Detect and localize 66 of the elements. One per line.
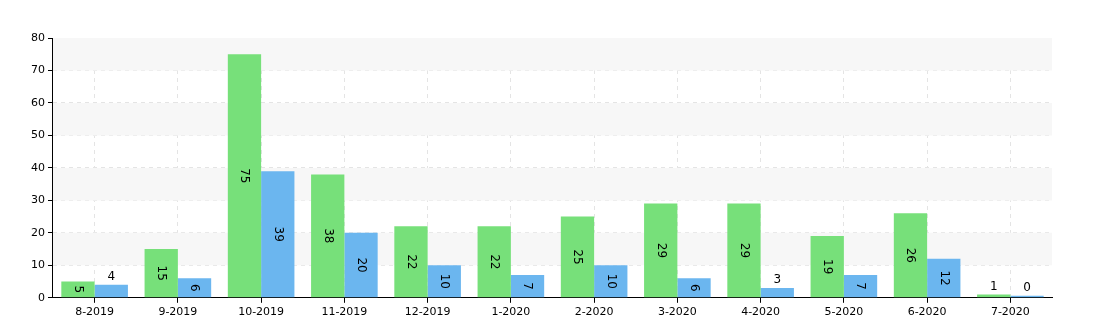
x-tick-label: 1-2020 [491, 305, 531, 319]
bar [261, 171, 295, 298]
data-label: 25 [571, 249, 586, 265]
x-tick-label: 12-2019 [404, 305, 451, 319]
y-tick-label: 70 [31, 63, 45, 77]
data-label: 75 [238, 168, 253, 184]
data-label: 4 [107, 268, 116, 283]
x-tick-label: 8-2019 [75, 305, 115, 319]
data-label: 15 [155, 265, 170, 281]
y-tick-label: 0 [38, 290, 45, 304]
y-tick-label: 40 [31, 160, 45, 174]
y-tick-label: 30 [31, 193, 45, 207]
y-tick-label: 20 [31, 225, 45, 239]
y-tick-label: 60 [31, 95, 45, 109]
bar [644, 203, 678, 298]
data-label: 26 [904, 247, 919, 263]
bar [594, 265, 628, 298]
data-label: 5 [71, 285, 86, 294]
data-label: 39 [271, 226, 286, 242]
data-label: 6 [188, 283, 203, 292]
data-label: 29 [737, 242, 752, 259]
bar [311, 174, 345, 298]
x-tick-label: 11-2019 [321, 305, 368, 319]
bar [893, 213, 928, 298]
x-tick-label: 9-2019 [158, 305, 198, 319]
x-tick-label: 3-2020 [657, 305, 697, 319]
bar [560, 216, 595, 298]
x-tick-label: 2-2020 [574, 305, 614, 319]
bar [677, 278, 711, 298]
data-label: 7 [521, 282, 536, 290]
bar [94, 284, 128, 298]
data-label: 12 [937, 270, 952, 286]
bar [927, 258, 961, 298]
x-tick-label: 4-2020 [741, 305, 781, 319]
bar [843, 275, 878, 298]
data-label: 20 [354, 257, 369, 273]
y-tick-label: 10 [31, 258, 45, 272]
bar [760, 288, 794, 298]
data-label: 3 [773, 272, 782, 287]
data-label: 6 [687, 283, 702, 292]
x-tick-label: 7-2020 [990, 305, 1030, 319]
bar [227, 54, 262, 298]
bar [727, 203, 761, 298]
bar [344, 232, 378, 298]
bar [144, 249, 178, 298]
data-label: 38 [321, 228, 336, 244]
data-label: 29 [654, 242, 669, 259]
data-label: 1 [989, 278, 998, 293]
x-tick-label: 10-2019 [238, 305, 285, 319]
data-label: 0 [1023, 279, 1031, 294]
bar [394, 226, 428, 298]
bar [510, 275, 545, 298]
bar [177, 278, 212, 298]
bar [810, 236, 844, 298]
data-label: 19 [821, 259, 836, 275]
y-tick-label: 80 [31, 30, 45, 44]
data-label: 10 [438, 273, 453, 289]
y-tick-label: 50 [31, 128, 45, 142]
data-label: 7 [854, 282, 869, 290]
bar [427, 265, 461, 298]
data-label: 22 [404, 254, 419, 270]
bar [477, 226, 511, 298]
data-label: 22 [488, 254, 503, 270]
x-tick-label: 6-2020 [907, 305, 947, 319]
x-tick-label: 5-2020 [824, 305, 864, 319]
data-label: 10 [604, 273, 619, 289]
